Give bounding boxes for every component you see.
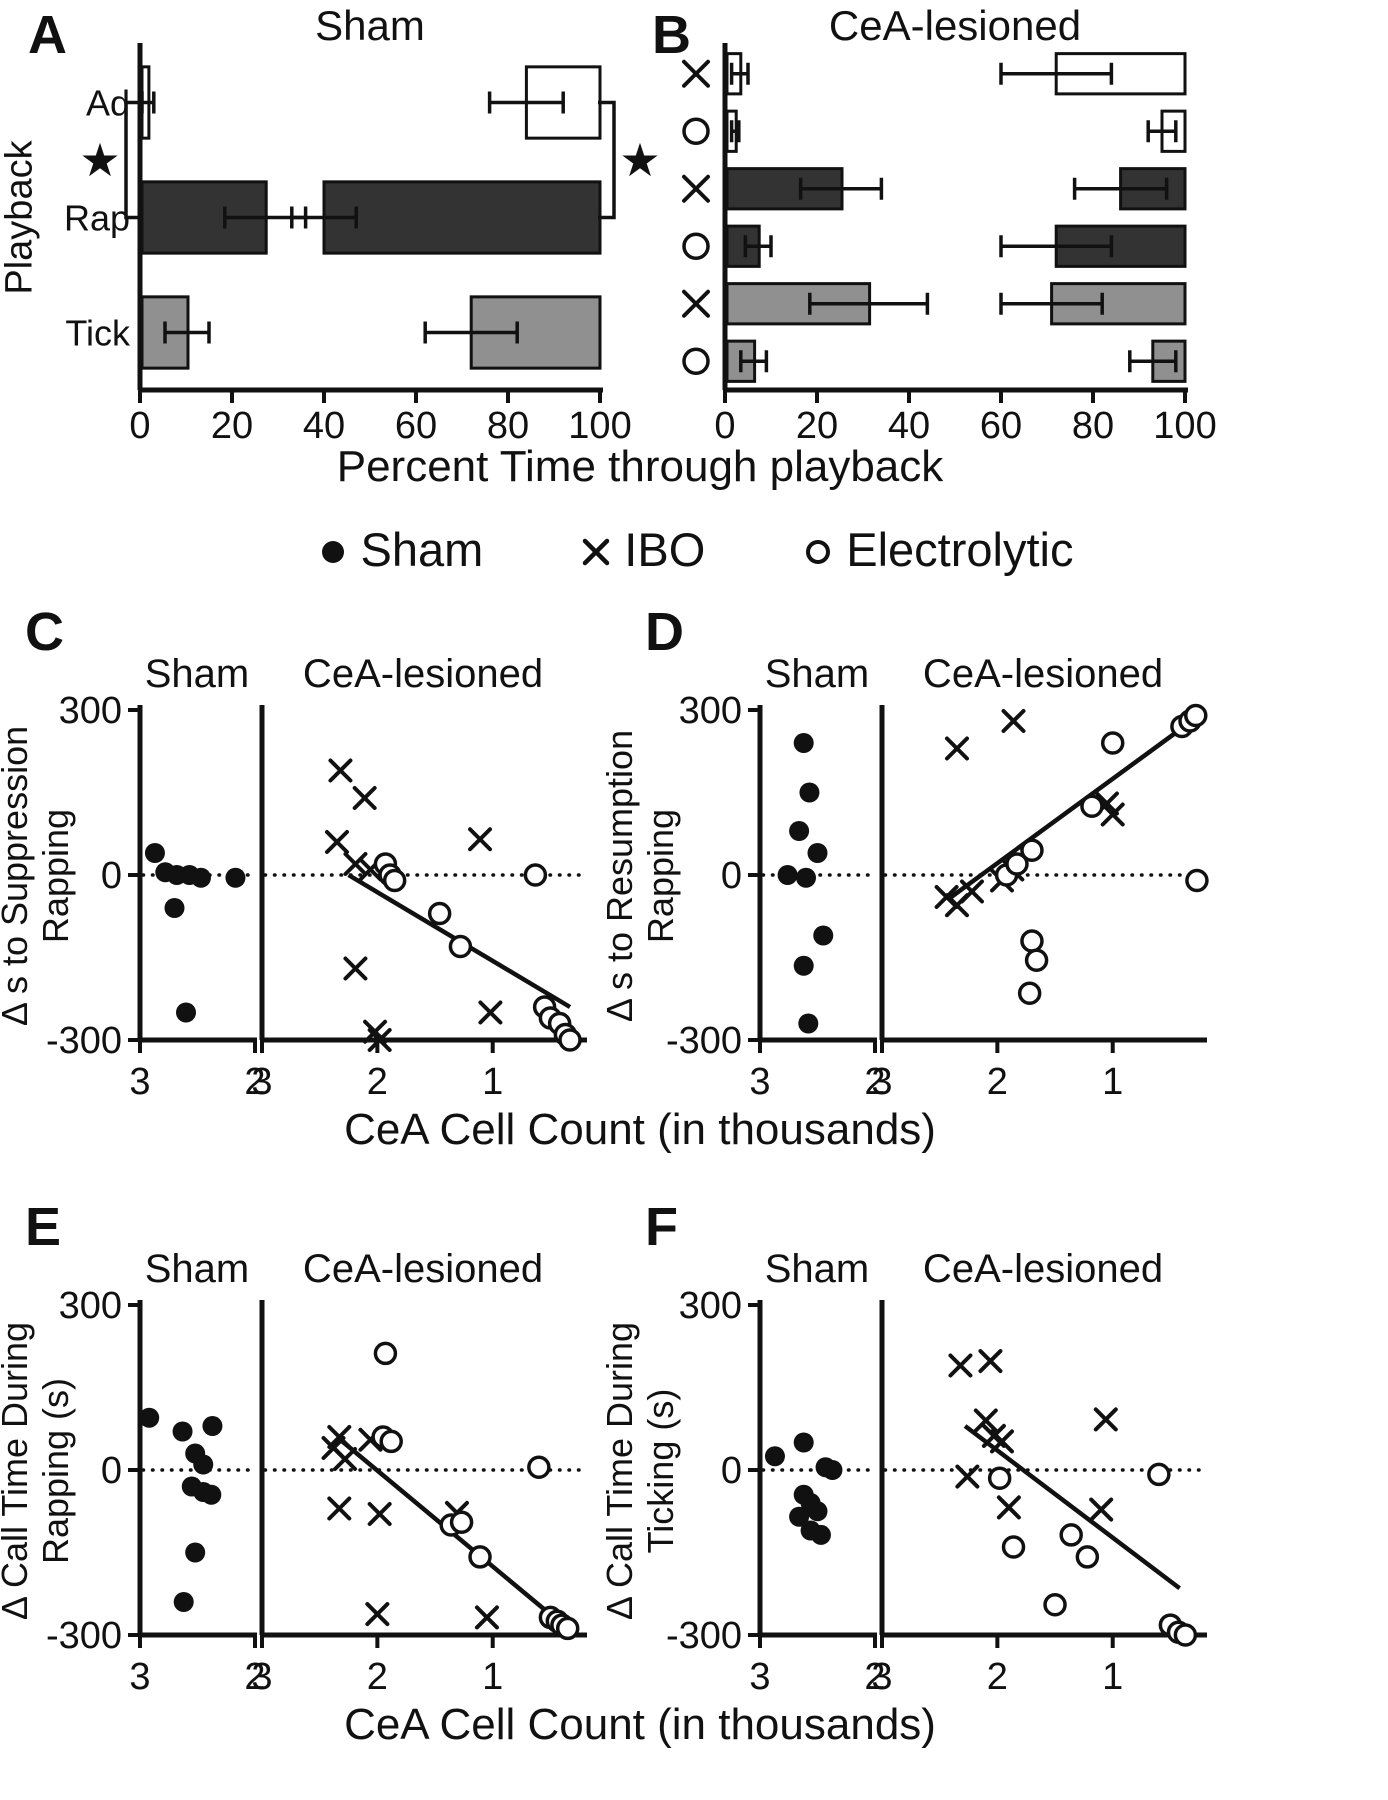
- svg-text:2: 2: [864, 1656, 885, 1698]
- svg-text:2: 2: [367, 1061, 388, 1103]
- panel-d-ylabel-line1: Δ s to Resumption: [599, 729, 640, 1023]
- legend-label-sham: Sham: [360, 523, 484, 576]
- percent-time-axis-label: Percent Time through playback: [336, 442, 944, 491]
- panel-e-cea-title: CeA-lesioned: [302, 1247, 544, 1291]
- svg-text:2: 2: [244, 1061, 265, 1103]
- cea-cell-count-axis-label-bottom: CeA Cell Count (in thousands): [344, 1700, 936, 1749]
- panel-d-sham-title: Sham: [764, 652, 870, 696]
- ibo-x-icon: [583, 538, 610, 565]
- svg-text:3: 3: [129, 1656, 150, 1698]
- svg-text:60: 60: [980, 405, 1022, 447]
- sham-dot-icon: [321, 540, 344, 563]
- panel-c-letter: C: [25, 602, 64, 662]
- panel-c-ylabel-line1: Δ s to Suppression: [0, 725, 35, 1026]
- svg-text:300: 300: [59, 1285, 122, 1327]
- svg-text:80: 80: [1072, 405, 1114, 447]
- panel-b-title: CeA-lesioned: [828, 2, 1082, 49]
- svg-text:2: 2: [987, 1656, 1008, 1698]
- svg-text:Ad: Ad: [86, 83, 130, 124]
- svg-text:20: 20: [796, 405, 838, 447]
- svg-text:100: 100: [1153, 405, 1216, 447]
- svg-text:3: 3: [251, 1656, 272, 1698]
- panel-a-letter: A: [28, 5, 67, 65]
- svg-text:300: 300: [679, 690, 742, 732]
- svg-text:3: 3: [749, 1656, 770, 1698]
- panel-e-letter: E: [25, 1197, 62, 1257]
- panel-b-bar-chart: 0 20 40 60 80 100: [682, 43, 1217, 447]
- panel-f-cea-title: CeA-lesioned: [922, 1247, 1164, 1291]
- svg-text:-300: -300: [666, 1020, 742, 1062]
- panel-f-letter: F: [645, 1197, 678, 1257]
- legend-label-ibo: IBO: [624, 523, 706, 576]
- panel-a-title: Sham: [315, 2, 425, 49]
- svg-text:1: 1: [1102, 1656, 1123, 1698]
- panel-f-ylabel-line1: Δ Call Time During: [599, 1321, 640, 1621]
- svg-text:2: 2: [367, 1656, 388, 1698]
- legend: Sham IBO Electrolytic: [0, 522, 1388, 577]
- svg-text:3: 3: [871, 1656, 892, 1698]
- panel-c-cea-title: CeA-lesioned: [302, 652, 544, 696]
- svg-text:40: 40: [303, 405, 345, 447]
- panel-d-letter: D: [645, 602, 684, 662]
- legend-item-ibo: IBO: [578, 522, 705, 577]
- svg-text:1: 1: [482, 1061, 503, 1103]
- svg-text:60: 60: [395, 405, 437, 447]
- svg-text:0: 0: [721, 855, 742, 897]
- panel-e-ylabel-line1: Δ Call Time During: [0, 1321, 35, 1620]
- svg-text:1: 1: [482, 1656, 503, 1698]
- svg-text:300: 300: [59, 690, 122, 732]
- panel-e-sham-title: Sham: [144, 1247, 250, 1291]
- panel-a-ylabel: Playback: [0, 140, 41, 295]
- svg-text:3: 3: [749, 1061, 770, 1103]
- svg-text:3: 3: [251, 1061, 272, 1103]
- svg-text:1: 1: [1102, 1061, 1123, 1103]
- svg-text:0: 0: [101, 855, 122, 897]
- panel-f-sham-title: Sham: [764, 1247, 870, 1291]
- svg-text:-300: -300: [666, 1615, 742, 1657]
- legend-item-electrolytic: Electrolytic: [800, 522, 1073, 577]
- svg-text:100: 100: [568, 405, 631, 447]
- svg-text:2: 2: [987, 1061, 1008, 1103]
- svg-text:-300: -300: [46, 1615, 122, 1657]
- svg-text:0: 0: [101, 1450, 122, 1492]
- svg-text:80: 80: [487, 405, 529, 447]
- svg-text:0: 0: [714, 405, 735, 447]
- electrolytic-circle-icon: [806, 539, 831, 564]
- svg-text:★: ★: [619, 134, 660, 186]
- svg-text:300: 300: [679, 1285, 742, 1327]
- svg-text:2: 2: [864, 1061, 885, 1103]
- panel-b-letter: B: [652, 5, 691, 65]
- panel-a-bar-chart: 0 20 40 60 80 100 Ad Rap Tick ★ ★: [64, 43, 661, 447]
- svg-text:40: 40: [888, 405, 930, 447]
- svg-text:0: 0: [129, 405, 150, 447]
- panel-c-sham-title: Sham: [144, 652, 250, 696]
- svg-text:Rap: Rap: [64, 198, 130, 239]
- svg-text:★: ★: [79, 134, 120, 186]
- legend-item-sham: Sham: [315, 522, 484, 577]
- svg-text:3: 3: [129, 1061, 150, 1103]
- svg-text:-300: -300: [46, 1020, 122, 1062]
- panel-d-cea-title: CeA-lesioned: [922, 652, 1164, 696]
- svg-text:Tick: Tick: [65, 313, 131, 354]
- legend-label-electrolytic: Electrolytic: [846, 523, 1074, 576]
- cea-cell-count-axis-label-top: CeA Cell Count (in thousands): [344, 1105, 936, 1154]
- svg-text:20: 20: [211, 405, 253, 447]
- svg-text:0: 0: [721, 1450, 742, 1492]
- svg-text:3: 3: [871, 1061, 892, 1103]
- svg-text:2: 2: [244, 1656, 265, 1698]
